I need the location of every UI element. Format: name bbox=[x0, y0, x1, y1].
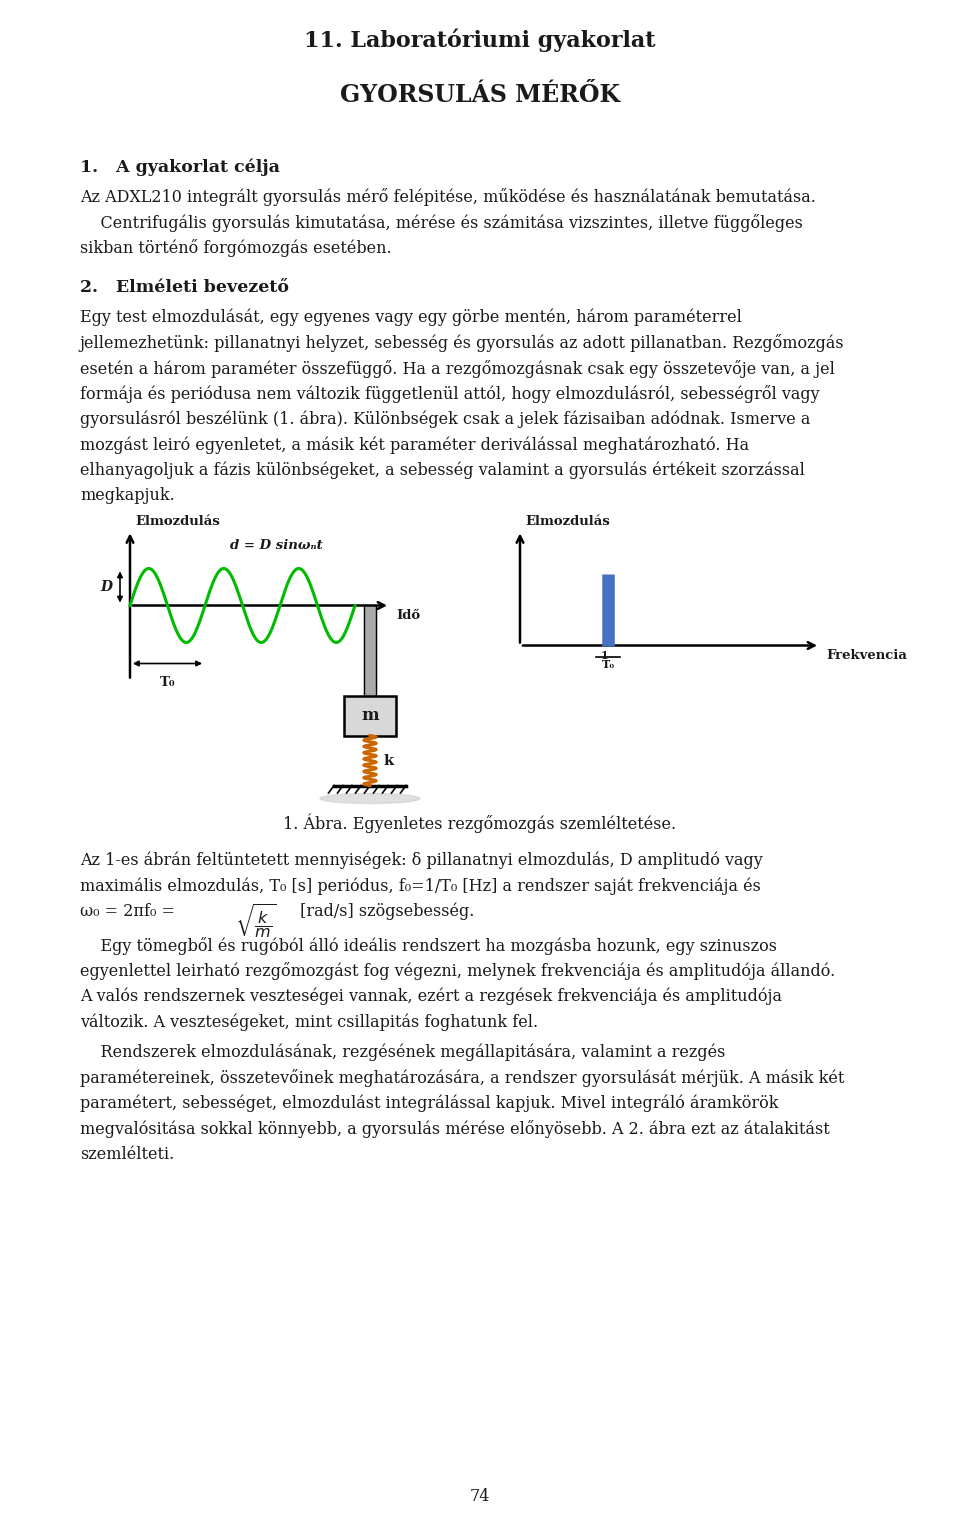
Text: sikban történő forgómozgás esetében.: sikban történő forgómozgás esetében. bbox=[80, 239, 392, 258]
Text: k: k bbox=[383, 754, 394, 768]
Text: 11. Laboratóriumi gyakorlat: 11. Laboratóriumi gyakorlat bbox=[304, 28, 656, 52]
Text: Centrifugális gyorsulás kimutatása, mérése és számitása vizszintes, illetve függ: Centrifugális gyorsulás kimutatása, méré… bbox=[80, 213, 803, 231]
Text: GYORSULÁS MÉRŐK: GYORSULÁS MÉRŐK bbox=[340, 83, 620, 107]
Text: mozgást leiró egyenletet, a másik két paraméter deriválással meghatározható. Ha: mozgást leiró egyenletet, a másik két pa… bbox=[80, 435, 749, 454]
Text: 1. Ábra. Egyenletes rezgőmozgás szemléltetése.: 1. Ábra. Egyenletes rezgőmozgás szemlélt… bbox=[283, 814, 677, 832]
Text: Idő: Idő bbox=[396, 609, 420, 621]
Text: ω₀ = 2πf₀ =: ω₀ = 2πf₀ = bbox=[80, 903, 180, 920]
Text: Egy test elmozdulását, egy egyenes vagy egy görbe mentén, három paraméterrel: Egy test elmozdulását, egy egyenes vagy … bbox=[80, 308, 742, 327]
Text: megvalósitása sokkal könnyebb, a gyorsulás mérése előnyösebb. A 2. ábra ezt az á: megvalósitása sokkal könnyebb, a gyorsul… bbox=[80, 1121, 829, 1139]
Ellipse shape bbox=[320, 794, 420, 803]
Text: jellemezhetünk: pillanatnyi helyzet, sebesség és gyorsulás az adott pillanatban.: jellemezhetünk: pillanatnyi helyzet, seb… bbox=[80, 334, 845, 353]
Text: d = D sinωₙt: d = D sinωₙt bbox=[230, 538, 323, 552]
Text: Frekvencia: Frekvencia bbox=[826, 648, 907, 662]
Text: 1.   A gyakorlat célja: 1. A gyakorlat célja bbox=[80, 158, 280, 175]
Text: 1: 1 bbox=[600, 650, 608, 661]
Text: Az ADXL210 integrált gyorsulás mérő felépitése, működése és használatának bemuta: Az ADXL210 integrált gyorsulás mérő felé… bbox=[80, 189, 816, 205]
Text: elhanyagoljuk a fázis különbségeket, a sebesség valamint a gyorsulás értékeit sz: elhanyagoljuk a fázis különbségeket, a s… bbox=[80, 461, 804, 478]
Text: egyenlettel leirható rezgőmozgást fog végezni, melynek frekvenciája és amplitudó: egyenlettel leirható rezgőmozgást fog vé… bbox=[80, 963, 835, 981]
Text: formája és periódusa nem változik függetlenül attól, hogy elmozdulásról, sebessé: formája és periódusa nem változik függet… bbox=[80, 385, 820, 403]
Text: gyorsulásról beszélünk (1. ábra). Különbségek csak a jelek fázisaiban adódnak. I: gyorsulásról beszélünk (1. ábra). Különb… bbox=[80, 411, 810, 428]
Text: Elmozdulás: Elmozdulás bbox=[525, 515, 610, 527]
Text: m: m bbox=[361, 707, 379, 724]
Text: Egy tömegből és rugóból álló ideális rendszert ha mozgásba hozunk, egy szinuszos: Egy tömegből és rugóból álló ideális ren… bbox=[80, 937, 777, 955]
Text: $\sqrt{\dfrac{k}{m}}$: $\sqrt{\dfrac{k}{m}}$ bbox=[235, 903, 276, 941]
Text: Az 1-es ábrán feltüntetett mennyiségek: δ pillanatnyi elmozdulás, D amplitudó va: Az 1-es ábrán feltüntetett mennyiségek: … bbox=[80, 851, 763, 869]
Text: szemlélteti.: szemlélteti. bbox=[80, 1147, 175, 1164]
Text: paramétereinek, összetevőinek meghatározására, a rendszer gyorsulását mérjük. A : paramétereinek, összetevőinek meghatároz… bbox=[80, 1070, 845, 1087]
Text: D: D bbox=[100, 579, 112, 593]
Text: esetén a három paraméter összefüggő. Ha a rezgőmozgásnak csak egy összetevője va: esetén a három paraméter összefüggő. Ha … bbox=[80, 360, 835, 377]
Text: [rad/s] szögsebesség.: [rad/s] szögsebesség. bbox=[295, 903, 474, 920]
Text: változik. A veszteségeket, mint csillapitás foghatunk fel.: változik. A veszteségeket, mint csillapi… bbox=[80, 1013, 539, 1030]
Text: A valós rendszernek veszteségei vannak, ezért a rezgések frekvenciája és amplitu: A valós rendszernek veszteségei vannak, … bbox=[80, 987, 782, 1006]
Text: 74: 74 bbox=[469, 1489, 491, 1505]
Text: megkapjuk.: megkapjuk. bbox=[80, 487, 175, 504]
Text: Rendszerek elmozdulásának, rezgésének megállapitására, valamint a rezgés: Rendszerek elmozdulásának, rezgésének me… bbox=[80, 1044, 726, 1061]
Text: maximális elmozdulás, T₀ [s] periódus, f₀=1/T₀ [Hz] a rendszer saját frekvenciáj: maximális elmozdulás, T₀ [s] periódus, f… bbox=[80, 877, 761, 894]
Text: 2.   Elméleti bevezető: 2. Elméleti bevezető bbox=[80, 279, 289, 296]
Text: paramétert, sebességet, elmozdulást integrálással kapjuk. Mivel integráló áramkö: paramétert, sebességet, elmozdulást inte… bbox=[80, 1095, 779, 1113]
Text: Elmozdulás: Elmozdulás bbox=[135, 515, 220, 527]
Text: T₀: T₀ bbox=[601, 659, 614, 670]
Bar bbox=[344, 696, 396, 736]
Text: T₀: T₀ bbox=[159, 676, 176, 688]
